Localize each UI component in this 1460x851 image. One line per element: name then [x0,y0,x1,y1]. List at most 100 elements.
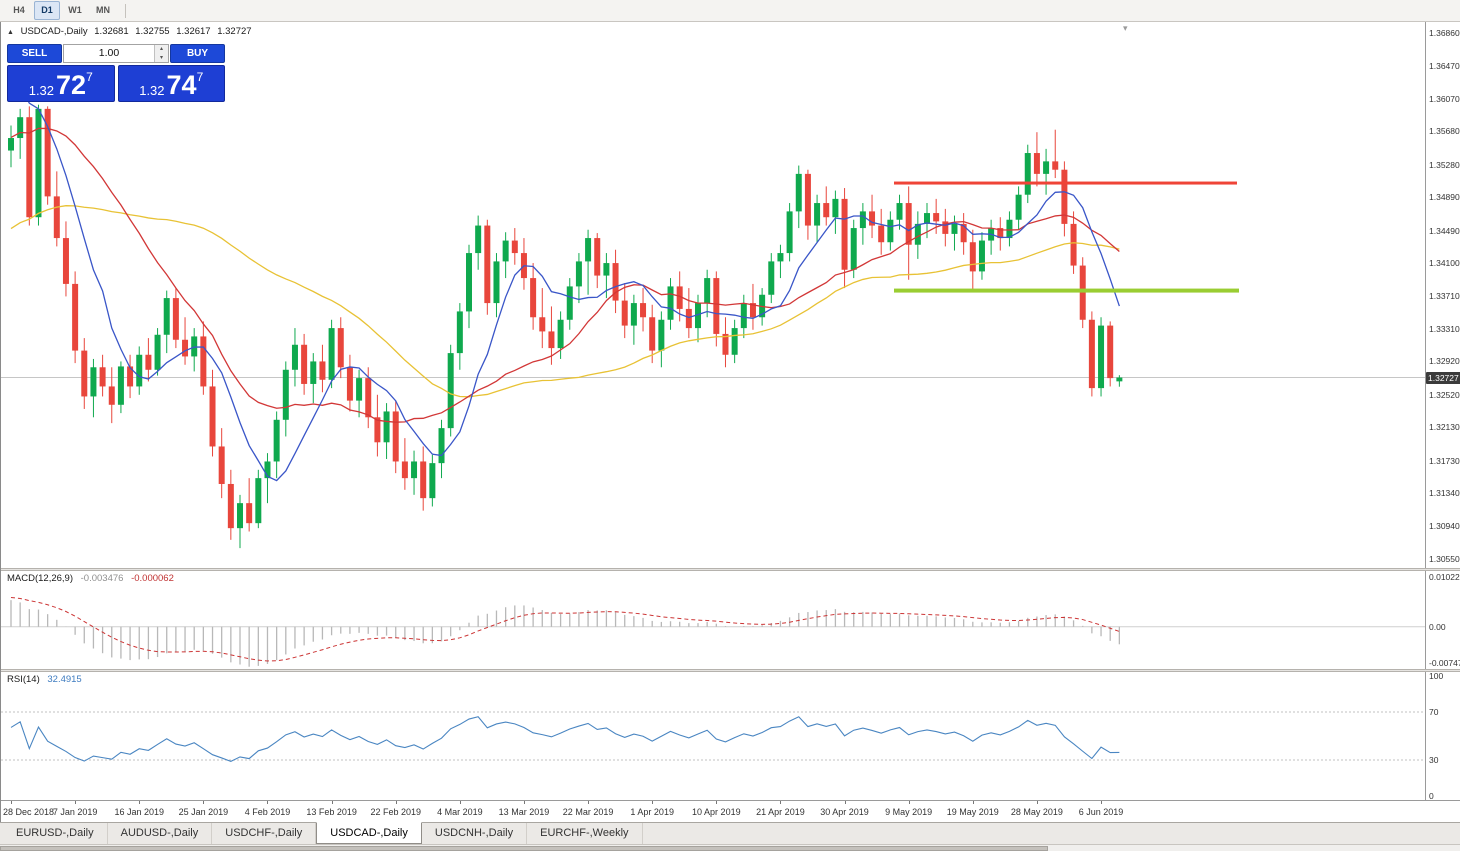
sell-button[interactable]: SELL [7,44,62,63]
buy-price-button[interactable]: 1.32 74 7 [117,65,225,102]
rsi-canvas [1,711,1425,762]
sell-price-button[interactable]: 1.32 72 7 [7,65,115,102]
candle [346,354,353,412]
candle [1033,132,1040,187]
chart-tab-usdchf[interactable]: USDCHF-,Daily [212,823,317,844]
date-tick [972,801,974,804]
candle [777,244,784,279]
candle [1043,148,1050,195]
candle [575,253,582,304]
candle [878,208,885,255]
candle [814,194,821,243]
candle [227,469,234,540]
price-scale-label: 1.36860 [1429,28,1460,38]
current-price-badge: 1.32727 [1426,371,1460,384]
candle [172,288,179,349]
period-button-mn[interactable]: MN [96,5,110,15]
candle [356,369,363,418]
price-chart-area[interactable]: ▲ USDCAD-,Daily 1.32681 1.32755 1.32617 … [1,22,1425,568]
candle [978,232,985,280]
candle [1079,257,1086,329]
candle [905,186,912,280]
candle [768,253,775,304]
macd-panel[interactable]: MACD(12,26,9) -0.003476 -0.000062 [1,571,1425,669]
date-tick [780,801,782,804]
candle [383,403,390,459]
price-scale[interactable]: 1.36860 1.36470 1.36070 1.35680 1.35280 1.348… [1425,22,1460,801]
candle [1052,129,1059,179]
date-label: 25 Jan 2019 [178,807,229,817]
date-tick [1036,801,1038,804]
macd-scale-label: 0.010229 [1429,572,1460,582]
rsi-scale-label: 70 [1429,707,1439,717]
candle [282,361,289,437]
date-label: 19 May 2019 [946,807,999,817]
price-scale-label: 1.30550 [1429,554,1460,564]
rsi-label: RSI(14) [7,674,40,685]
candle [466,244,472,329]
date-tick [459,801,461,804]
chart-tab-eurchf[interactable]: EURCHF-,Weekly [527,823,643,844]
buy-price-sup: 7 [196,70,204,84]
candle [896,194,903,230]
macd-signal-line [10,596,1120,662]
period-button-d1[interactable]: D1 [34,1,60,20]
candle [740,294,747,339]
one-click-trade-panel: SELL 1.00 ▴ ▾ BUY 1.32 72 7 1.32 7 [7,44,225,102]
date-label: 9 May 2019 [885,807,933,817]
date-tick [908,801,910,804]
candle [786,203,793,262]
candle [154,328,161,376]
candle [539,288,546,349]
candle [484,219,491,315]
date-label: 13 Feb 2019 [306,807,357,817]
date-tick [588,801,590,804]
period-button-w1[interactable]: W1 [68,5,82,15]
rsi-value: 32.4915 [47,674,82,685]
rsi-scale-label: 30 [1429,755,1439,765]
toolbar-separator [125,3,126,18]
chart-tab-eurusd[interactable]: EURUSD-,Daily [3,823,108,844]
candle [475,215,482,270]
panel-divider[interactable] [1,568,1460,571]
candle [997,217,1004,251]
resistance-line[interactable] [894,181,1237,185]
period-button-h4[interactable]: H4 [13,5,25,15]
date-label: 6 Jun 2019 [1078,807,1124,817]
rsi-panel[interactable]: RSI(14) 32.4915 [1,672,1425,800]
candle [411,450,418,495]
candle [90,358,97,418]
chart-tab-usdcad[interactable]: USDCAD-,Daily [316,822,422,844]
candle [1006,211,1013,247]
candle [108,367,115,424]
date-tick [652,801,654,804]
candle [429,454,436,507]
chart-shift-icon[interactable]: ▾ [1123,23,1128,33]
price-scale-label: 1.30940 [1429,521,1460,532]
buy-button[interactable]: BUY [170,44,225,63]
volume-up-icon[interactable]: ▴ [155,45,168,54]
macd-canvas [1,596,1425,667]
volume-down-icon[interactable]: ▾ [155,53,168,62]
ohlc-open: 1.32681 [94,26,129,37]
price-scale-label: 1.35280 [1429,159,1460,170]
candle [264,453,271,504]
candle [942,208,949,247]
scrollbar-thumb[interactable] [0,846,1048,851]
candle [163,290,170,354]
candle [685,288,692,339]
panel-divider[interactable] [1,669,1460,672]
chart-tab-audusd[interactable]: AUDUSD-,Daily [108,823,213,844]
date-label: 16 Jan 2019 [114,807,165,817]
ma-fast-line [10,82,1120,482]
support-line[interactable] [894,288,1239,293]
candle [566,278,573,330]
candle [557,311,564,359]
chart-tab-usdcnh[interactable]: USDCNH-,Daily [422,823,528,844]
candle [401,438,408,490]
price-scale-label: 1.33310 [1429,323,1460,334]
candle [667,278,674,330]
volume-input[interactable]: 1.00 ▴ ▾ [63,44,169,63]
ma-mid-line [10,127,1120,423]
time-axis[interactable]: 28 Dec 2018 7 Jan 2019 16 Jan 2019 25 Jan 2… [1,800,1460,822]
